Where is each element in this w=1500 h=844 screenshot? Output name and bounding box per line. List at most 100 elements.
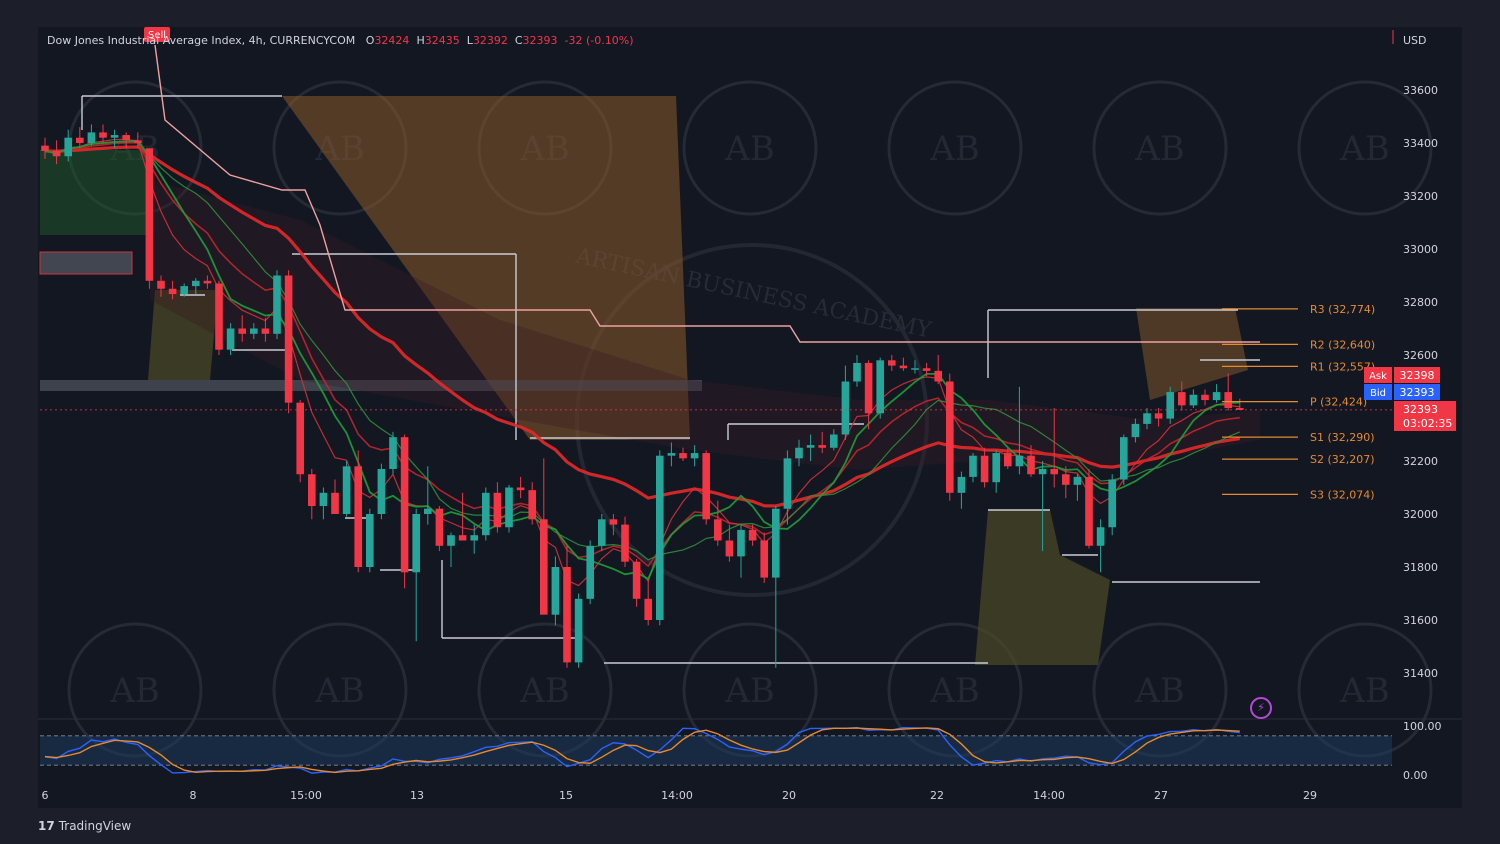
watermark-text: AB bbox=[1339, 129, 1390, 169]
watermark-text: AB bbox=[109, 671, 160, 711]
symbol-name: Dow Jones Industrial Average Index, 4h, … bbox=[47, 34, 356, 47]
watermark-text: AB bbox=[519, 671, 570, 711]
watermark-text: AB bbox=[929, 129, 980, 169]
high-value: 32435 bbox=[424, 34, 460, 47]
watermark-text: AB bbox=[1134, 671, 1185, 711]
candle-body bbox=[911, 368, 919, 370]
watermark-circle bbox=[1297, 80, 1433, 216]
sell-tag-bg bbox=[144, 27, 170, 42]
low-value: 32392 bbox=[472, 34, 508, 47]
time-tick-label: 15:00 bbox=[290, 789, 322, 802]
price-tick-label: 31400 bbox=[1403, 667, 1438, 680]
candle-body bbox=[864, 362, 873, 414]
candle-body bbox=[157, 280, 165, 289]
candle-body bbox=[64, 137, 72, 157]
sell-tag-label: Sell bbox=[148, 30, 166, 41]
candle-body bbox=[1120, 437, 1128, 480]
ask-value-bg bbox=[1394, 367, 1440, 383]
time-tick-label: 6 bbox=[42, 789, 49, 802]
stochastic-panel[interactable]: 100.00 0.00 bbox=[38, 718, 1462, 782]
ribbon-shade bbox=[150, 180, 1260, 470]
candle-body bbox=[1050, 468, 1058, 475]
ema-mid-line bbox=[44, 142, 1240, 568]
candle-body bbox=[273, 275, 281, 334]
candle-body bbox=[1015, 455, 1024, 467]
lightning-icon[interactable]: ⚡ bbox=[1250, 697, 1272, 719]
close-value: 32393 bbox=[522, 34, 558, 47]
candle-body bbox=[1143, 413, 1151, 424]
price-axis[interactable]: USD3360033400332003300032800326003240032… bbox=[1392, 30, 1438, 680]
candle-body bbox=[922, 368, 931, 371]
price-tick-label: 32800 bbox=[1403, 296, 1438, 309]
candle-body bbox=[818, 445, 826, 448]
brand[interactable]: 17 TradingView bbox=[38, 819, 131, 833]
tradingview-logo-icon: 17 bbox=[38, 819, 55, 833]
candle-body bbox=[1004, 453, 1012, 467]
candle-body bbox=[319, 492, 328, 507]
candle-body bbox=[250, 328, 258, 334]
range-bar bbox=[40, 380, 702, 391]
candle-body bbox=[806, 445, 815, 448]
bid-value-bg bbox=[1394, 384, 1440, 400]
candle-body bbox=[1236, 408, 1244, 410]
range-block bbox=[39, 251, 133, 275]
candle-body bbox=[180, 286, 188, 295]
symbol-legend[interactable]: Dow Jones Industrial Average Index, 4h, … bbox=[47, 34, 634, 47]
candle-body bbox=[1154, 413, 1163, 419]
candle-body bbox=[1027, 455, 1035, 475]
candle-body bbox=[389, 437, 397, 469]
candle-body bbox=[1108, 479, 1116, 528]
candle-body bbox=[168, 288, 177, 295]
time-tick-label: 13 bbox=[410, 789, 424, 802]
candles[interactable] bbox=[41, 124, 1244, 668]
time-tick-label: 22 bbox=[930, 789, 944, 802]
candle-body bbox=[134, 140, 142, 143]
candle-body bbox=[598, 519, 606, 546]
candle-body bbox=[110, 135, 119, 138]
pivot-label-s1: S1 (32,290) bbox=[1310, 431, 1375, 444]
stoch-d-line bbox=[44, 727, 1240, 774]
candle-body bbox=[458, 535, 467, 541]
candle-body bbox=[1224, 392, 1232, 408]
candle-body bbox=[412, 514, 420, 573]
ask-label: Ask bbox=[1369, 371, 1387, 382]
candle-body bbox=[714, 519, 722, 541]
candle-body bbox=[76, 137, 84, 143]
candle-body bbox=[969, 455, 977, 477]
candle-body bbox=[980, 455, 989, 483]
candle-body bbox=[528, 490, 536, 520]
candle-body bbox=[795, 447, 803, 459]
high-label: H bbox=[416, 34, 425, 47]
ask-value: 32398 bbox=[1400, 369, 1435, 382]
candle-body bbox=[992, 453, 1000, 483]
candle-body bbox=[644, 598, 652, 620]
price-tick-label: 32200 bbox=[1403, 455, 1438, 468]
time-tick-label: 15 bbox=[559, 789, 573, 802]
bid-value: 32393 bbox=[1400, 386, 1435, 399]
pivot-label-s2: S2 (32,207) bbox=[1310, 453, 1375, 466]
candle-body bbox=[899, 365, 908, 369]
candle-body bbox=[52, 150, 61, 157]
candle-body bbox=[934, 370, 942, 382]
candle-body bbox=[1201, 394, 1209, 401]
candle-body bbox=[192, 280, 200, 287]
candle-body bbox=[1073, 476, 1082, 485]
watermark-text: AB bbox=[1339, 671, 1390, 711]
candle-body bbox=[888, 360, 896, 366]
candle-body bbox=[1212, 392, 1221, 401]
candle-body bbox=[586, 545, 594, 599]
candle-body bbox=[342, 466, 351, 514]
low-label: L bbox=[466, 34, 473, 47]
candle-body bbox=[702, 453, 710, 520]
candle-body bbox=[366, 514, 374, 567]
price-tick-label: 33400 bbox=[1403, 137, 1438, 150]
bull-cloud bbox=[40, 150, 150, 235]
candle-body bbox=[482, 492, 490, 536]
candle-body bbox=[1131, 423, 1140, 438]
candle-body bbox=[308, 474, 316, 507]
time-axis[interactable]: 6 8 15:00 13 15 14:00 20 22 14:00 27 29 bbox=[42, 789, 1318, 802]
candle-body bbox=[667, 453, 676, 456]
candle-body bbox=[737, 529, 745, 557]
candle-body bbox=[296, 402, 304, 475]
